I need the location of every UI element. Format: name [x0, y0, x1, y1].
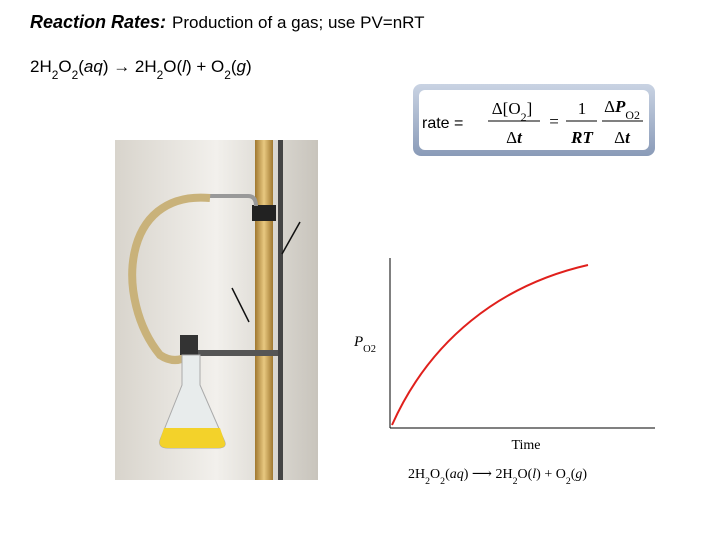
text-segment: O( — [163, 57, 182, 76]
text-segment: t — [517, 128, 523, 147]
text-segment: 2 — [634, 108, 640, 122]
formula-inner — [419, 90, 649, 150]
title: Reaction Rates: Production of a gas; use … — [30, 12, 425, 32]
formula-num: ΔPO2 — [604, 97, 640, 122]
text-segment: ) — [582, 467, 587, 482]
formula-num: Δ[O2] — [492, 99, 533, 124]
formula-den: RT — [570, 128, 593, 147]
text-segment: Δ — [604, 97, 615, 116]
text-segment: 2 — [157, 68, 164, 82]
text-segment: O( — [517, 467, 532, 482]
text-segment: 2 — [521, 110, 527, 124]
y-axis-label: PO2 — [353, 334, 376, 355]
text-segment: 2 — [566, 476, 571, 487]
text-segment: ) + O — [536, 467, 566, 482]
text-segment: ] — [527, 99, 533, 118]
title-lead: Reaction Rates: — [30, 12, 166, 32]
text-segment: ) + O — [186, 57, 224, 76]
apparatus-photo — [115, 140, 318, 480]
formula-den: Δt — [506, 128, 523, 147]
formula-den: Δt — [614, 128, 631, 147]
text-segment: t — [625, 128, 631, 147]
text-segment: 2 — [224, 68, 231, 82]
text-segment: aq — [450, 467, 464, 482]
text-segment: 2H — [408, 467, 425, 482]
text-segment: l — [182, 57, 187, 76]
text-segment: O — [363, 344, 371, 355]
text-segment: O — [625, 108, 634, 122]
text-segment: Δ — [506, 128, 517, 147]
text-segment: 2 — [513, 476, 518, 487]
text-segment: ( — [445, 467, 450, 482]
text-segment: ( — [571, 467, 576, 482]
text-segment: 2 — [371, 344, 376, 355]
text-segment: 1 — [578, 99, 587, 118]
text-segment: 2 — [52, 68, 59, 82]
text-segment: l — [532, 467, 536, 482]
formula-lhs: rate = — [422, 115, 463, 132]
text-segment: Δ[O — [492, 99, 521, 118]
formula-eq: = — [549, 112, 559, 131]
text-segment: aq — [84, 57, 103, 76]
text-segment: ) → 2H — [103, 57, 157, 76]
text-segment: ( — [231, 57, 237, 76]
text-segment: 2 — [440, 476, 445, 487]
formula-num: 1 — [578, 99, 587, 118]
text-segment: P — [353, 334, 363, 350]
text-segment: 2 — [72, 68, 79, 82]
text-segment: P — [614, 97, 626, 116]
graph-equation: 2H2O2(aq) ⟶ 2H2O(l) + O2(g) — [408, 467, 587, 487]
text-segment: Δ — [614, 128, 625, 147]
text-segment: O — [58, 57, 71, 76]
equation: 2H2O2(aq) → 2H2O(l) + O2(g) — [30, 57, 252, 82]
text-segment: RT — [570, 128, 593, 147]
x-axis-label: Time — [511, 438, 540, 453]
text-segment: 2 — [425, 476, 430, 487]
text-segment: g — [237, 57, 247, 76]
text-segment: ) ⟶ 2H — [464, 467, 513, 482]
text-segment: O — [430, 467, 440, 482]
curve — [391, 264, 589, 426]
text-segment: ( — [78, 57, 84, 76]
text-segment: 2H — [30, 57, 52, 76]
text-segment: g — [575, 467, 582, 482]
text-segment: ) — [246, 57, 252, 76]
title-text: Production of a gas; use PV=nRT — [172, 13, 424, 32]
